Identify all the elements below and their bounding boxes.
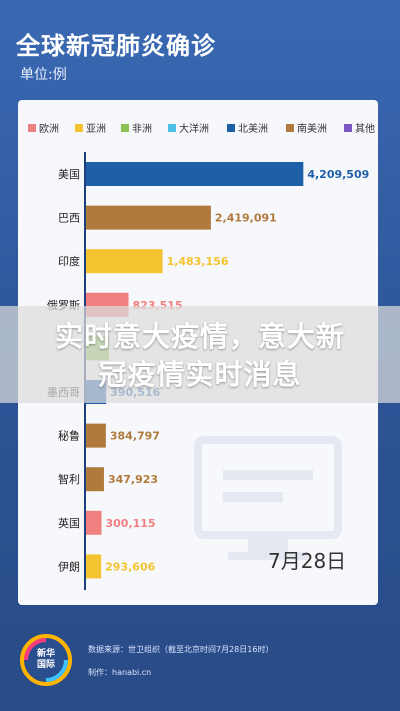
value-label: 4,209,509 — [307, 168, 369, 181]
legend-swatch — [168, 123, 176, 132]
category-label: 伊朗 — [58, 560, 80, 573]
logo-line-1: 新华 — [36, 649, 55, 659]
category-label: 英国 — [58, 516, 80, 530]
monitor-watermark-icon — [194, 436, 342, 560]
legend-swatch — [28, 123, 36, 132]
headline-text: 实时意大疫情，意大新 冠疫情实时消息 — [0, 306, 400, 394]
bar — [86, 554, 102, 579]
unit-label: 单位:例 — [20, 67, 67, 83]
legend-label: 欧洲 — [39, 124, 59, 135]
legend-label: 亚洲 — [86, 124, 106, 135]
legend-label: 北美洲 — [238, 124, 268, 135]
category-label: 美国 — [58, 168, 80, 181]
legend-item: 大洋洲 — [168, 120, 209, 135]
data-source: 数据来源：世卫组织（截至北京时间7月28日16时） — [88, 645, 274, 654]
bar — [86, 510, 102, 535]
value-label: 300,115 — [105, 517, 155, 530]
headline-line-2: 冠疫情实时消息 — [98, 358, 302, 391]
value-label: 384,797 — [110, 430, 160, 443]
footer: 新华 国际 数据来源：世卫组织（截至北京时间7月28日16时） 制作：hanab… — [0, 620, 400, 711]
legend-item: 北美洲 — [227, 120, 268, 135]
legend-swatch — [75, 123, 83, 132]
legend-swatch — [344, 123, 352, 132]
legend-item: 亚洲 — [75, 120, 106, 135]
legend-item: 非洲 — [121, 120, 152, 135]
bar — [86, 423, 106, 448]
headline-overlay: 实时意大疫情，意大新 冠疫情实时消息 — [0, 306, 400, 403]
bar — [86, 162, 304, 186]
logo-line-2: 国际 — [36, 660, 55, 670]
legend-swatch — [286, 123, 294, 132]
value-label: 293,606 — [105, 560, 155, 573]
legend-label: 其他 — [355, 124, 375, 135]
chart-legend: 欧洲 亚洲 非洲 大洋洲 北美洲 南美洲 其他 — [28, 120, 375, 136]
bar — [86, 467, 104, 492]
legend-label: 南美洲 — [297, 124, 327, 135]
maker-credit: 制作：hanabi.cn — [88, 668, 152, 677]
legend-swatch — [121, 123, 129, 132]
legend-label: 大洋洲 — [179, 124, 209, 135]
category-label: 秘鲁 — [58, 429, 80, 443]
bar — [86, 249, 163, 274]
logo-text: 新华 国际 — [20, 634, 72, 686]
page-title: 全球新冠肺炎确诊 — [16, 32, 216, 60]
legend-label: 非洲 — [132, 124, 152, 135]
category-label: 印度 — [58, 254, 80, 268]
value-label: 347,923 — [108, 473, 158, 486]
legend-item: 其他 — [344, 120, 375, 135]
legend-swatch — [227, 123, 235, 132]
headline-line-1: 实时意大疫情，意大新 — [54, 320, 345, 353]
category-label: 巴西 — [58, 212, 80, 225]
legend-item: 南美洲 — [286, 120, 327, 135]
date-label: 7月28日 — [268, 549, 347, 573]
category-label: 智利 — [58, 472, 80, 486]
value-label: 2,419,091 — [215, 212, 277, 225]
bar — [86, 205, 211, 230]
legend-item: 欧洲 — [28, 120, 59, 135]
value-label: 1,483,156 — [167, 255, 229, 268]
xinhua-logo-icon — [20, 634, 72, 686]
